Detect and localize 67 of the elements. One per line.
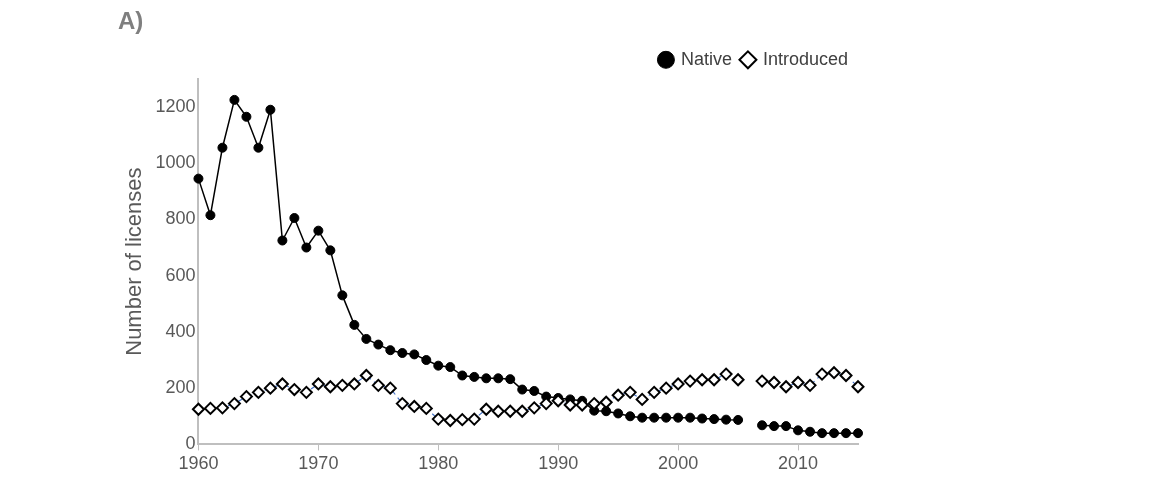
point — [685, 412, 696, 423]
x-tick-label: 2010 — [778, 453, 819, 474]
point — [325, 245, 336, 256]
y-tick-label: 400 — [165, 320, 196, 341]
y-tick-label: 1200 — [155, 95, 196, 116]
point — [661, 412, 672, 423]
point — [361, 333, 372, 344]
point — [457, 370, 468, 381]
point — [337, 290, 348, 301]
point — [397, 348, 408, 358]
point — [733, 414, 744, 425]
point — [637, 412, 648, 423]
legend-label: Native — [680, 48, 732, 69]
point — [349, 319, 360, 330]
y-tick-label: 200 — [165, 377, 196, 398]
point — [277, 235, 288, 246]
point — [781, 421, 792, 432]
point — [505, 374, 516, 385]
x-tick-label: 1990 — [538, 453, 579, 474]
point — [493, 373, 504, 384]
point — [313, 225, 324, 236]
point — [529, 385, 540, 396]
point — [613, 408, 624, 419]
point — [433, 360, 444, 371]
point — [253, 142, 264, 153]
point — [697, 413, 708, 424]
point — [829, 428, 840, 439]
point — [601, 406, 612, 417]
point — [517, 384, 528, 395]
point — [409, 349, 420, 360]
y-axis-title: Number of licenses — [121, 167, 147, 356]
point — [469, 371, 480, 382]
point — [421, 355, 432, 366]
y-tick-label: 0 — [185, 433, 196, 454]
point — [205, 210, 216, 221]
x-tick-label: 1980 — [418, 453, 459, 474]
point — [709, 414, 720, 425]
point — [265, 104, 276, 115]
point — [625, 411, 636, 422]
y-tick-label: 600 — [165, 264, 196, 285]
point — [793, 425, 804, 436]
point — [217, 142, 228, 153]
point — [853, 428, 863, 439]
point — [289, 213, 300, 224]
point — [769, 421, 780, 432]
y-tick-label: 800 — [165, 208, 196, 229]
point — [481, 373, 492, 384]
point — [301, 242, 312, 253]
point — [241, 111, 252, 122]
point — [841, 428, 852, 439]
y-tick-label: 1000 — [155, 152, 196, 173]
point — [193, 173, 204, 184]
point — [673, 412, 684, 423]
point — [721, 414, 732, 425]
legend-label: Introduced — [762, 48, 848, 69]
point — [445, 362, 456, 373]
chart-title: A) — [118, 7, 144, 35]
point — [373, 339, 384, 350]
x-tick-label: 1970 — [298, 453, 339, 474]
point — [229, 94, 240, 105]
point — [817, 428, 828, 439]
point — [649, 412, 660, 423]
point — [385, 345, 396, 356]
x-tick-label: 1960 — [178, 453, 219, 474]
x-tick-label: 2000 — [658, 453, 699, 474]
point — [757, 420, 768, 431]
point — [805, 426, 816, 437]
